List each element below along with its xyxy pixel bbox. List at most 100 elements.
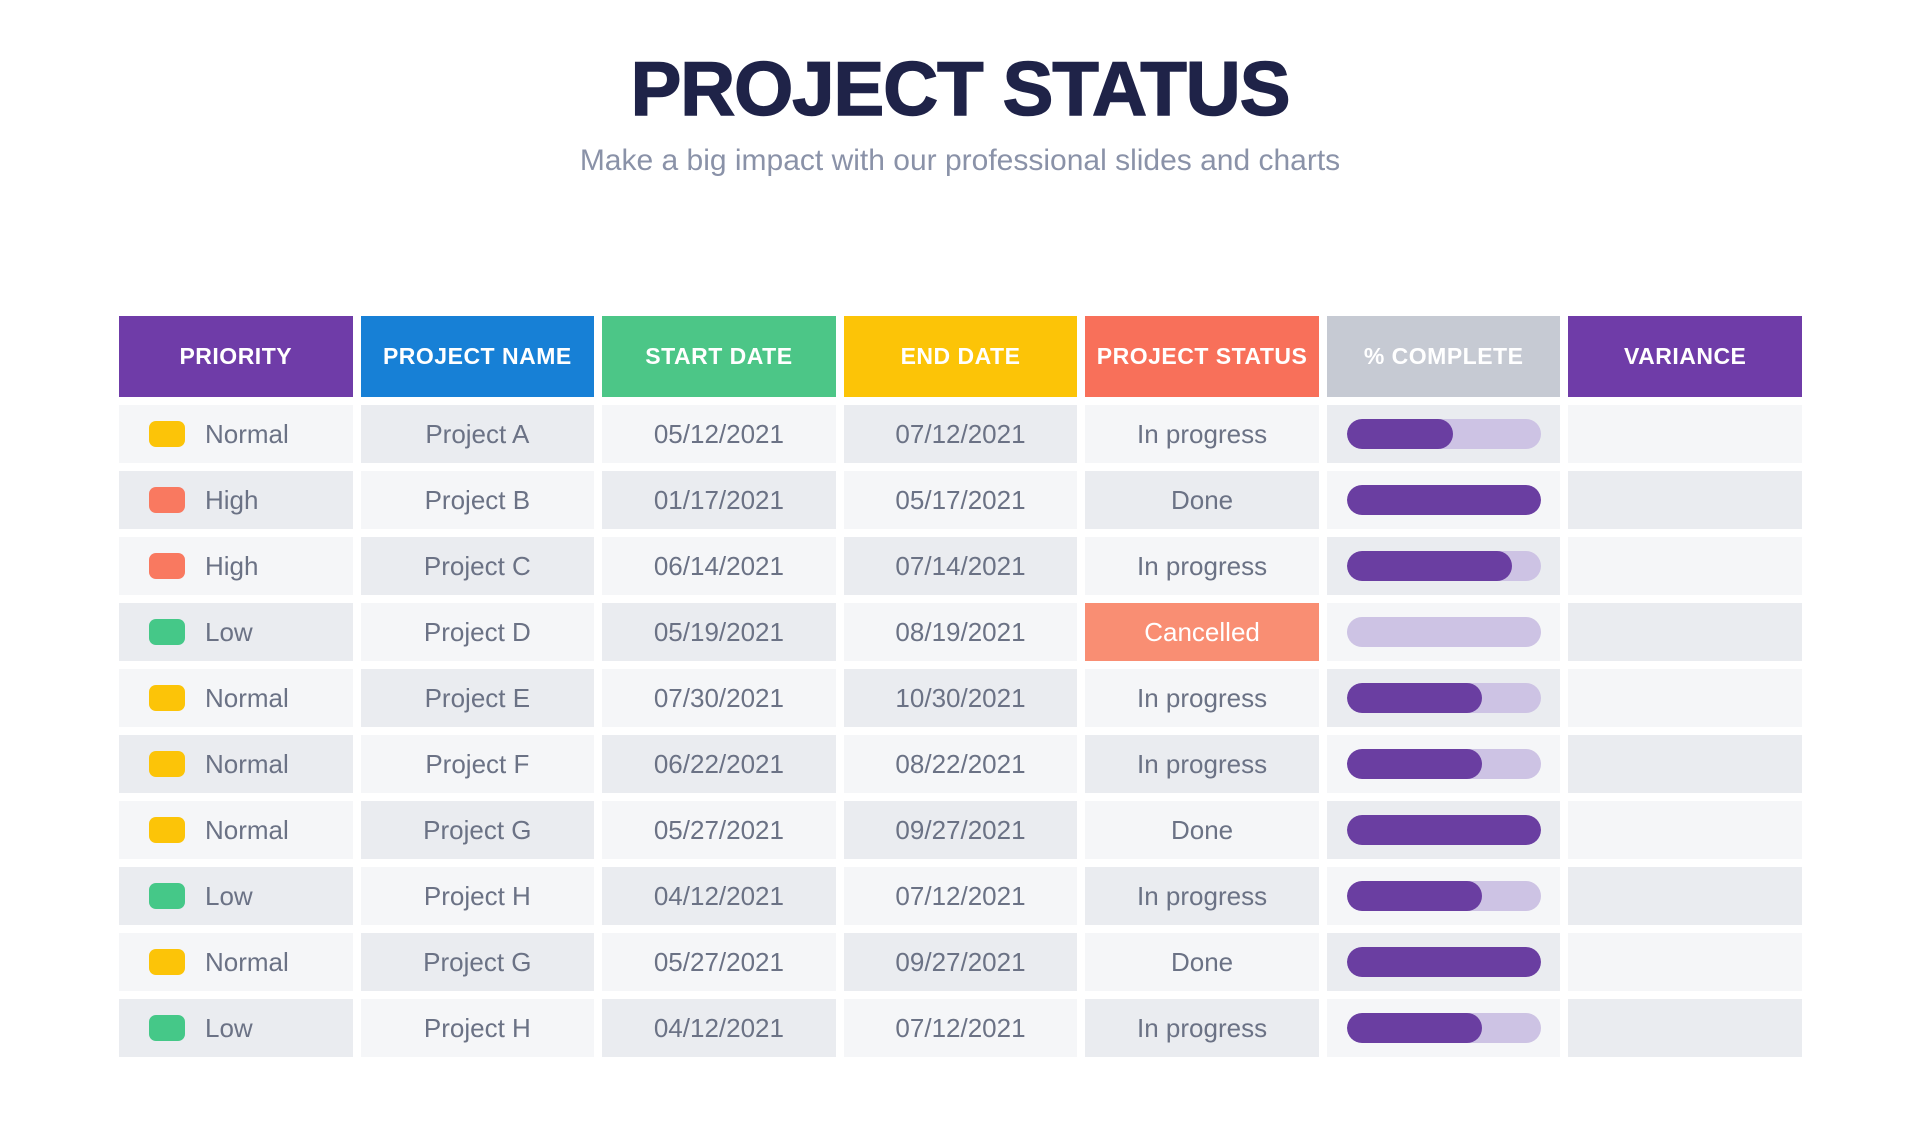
start-date-cell: 05/27/2021 — [602, 933, 836, 991]
project-name-cell: Project F — [360, 735, 595, 793]
status-cell: Done — [1085, 801, 1319, 859]
table-body: Normal Project A 05/12/2021 07/12/2021 In pr… — [119, 405, 1802, 1057]
status-cell: In progress — [1085, 537, 1319, 595]
status-cell: Cancelled — [1085, 603, 1319, 661]
end-date-cell: 07/12/2021 — [843, 405, 1078, 463]
end-date-cell: 08/19/2021 — [843, 603, 1078, 661]
progress-cell — [1326, 471, 1561, 529]
progress-cell — [1326, 669, 1561, 727]
start-date-cell: 05/27/2021 — [602, 801, 836, 859]
priority-badge — [149, 949, 185, 975]
priority-cell: High — [119, 537, 353, 595]
progress-bar-fill — [1346, 1013, 1483, 1043]
priority-badge — [149, 553, 185, 579]
column-header-percent-complete: % COMPLETE — [1326, 316, 1561, 397]
column-header-priority: PRIORITY — [119, 316, 353, 397]
status-cell: Done — [1085, 933, 1319, 991]
variance-cell — [1568, 867, 1802, 925]
priority-label: Normal — [205, 814, 289, 845]
priority-label: Normal — [205, 682, 289, 713]
priority-cell: Low — [119, 603, 353, 661]
table-header-row: PRIORITY PROJECT NAME START DATE END DATE PR… — [119, 316, 1802, 397]
progress-bar-fill — [1346, 551, 1512, 581]
status-cell: In progress — [1085, 669, 1319, 727]
variance-cell — [1568, 537, 1802, 595]
progress-bar-fill — [1346, 749, 1483, 779]
page-title: PROJECT STATUS — [630, 47, 1291, 132]
page-subtitle: Make a big impact with our professional … — [579, 144, 1341, 177]
column-header-project-name: PROJECT NAME — [360, 316, 595, 397]
progress-bar-track — [1346, 1013, 1541, 1043]
priority-label: Low — [205, 880, 253, 911]
start-date-cell: 07/30/2021 — [602, 669, 836, 727]
progress-cell — [1326, 603, 1561, 661]
column-header-end-date: END DATE — [843, 316, 1078, 397]
priority-cell: Low — [119, 867, 353, 925]
project-name-cell: Project C — [360, 537, 595, 595]
project-name-cell: Project A — [360, 405, 595, 463]
priority-label: Normal — [205, 418, 289, 449]
progress-bar-track — [1346, 815, 1541, 845]
variance-cell — [1568, 999, 1802, 1057]
project-name-cell: Project H — [360, 999, 595, 1057]
progress-cell — [1326, 999, 1561, 1057]
priority-badge — [149, 1015, 185, 1041]
start-date-cell: 05/12/2021 — [602, 405, 836, 463]
progress-bar-track — [1346, 617, 1541, 647]
progress-bar-track — [1346, 947, 1541, 977]
progress-cell — [1326, 735, 1561, 793]
priority-cell: Low — [119, 999, 353, 1057]
priority-label: Low — [205, 1012, 253, 1043]
priority-cell: Normal — [119, 669, 353, 727]
priority-badge — [149, 619, 185, 645]
project-name-cell: Project G — [360, 801, 595, 859]
progress-bar-track — [1346, 485, 1541, 515]
priority-cell: Normal — [119, 405, 353, 463]
end-date-cell: 09/27/2021 — [843, 933, 1078, 991]
start-date-cell: 06/22/2021 — [602, 735, 836, 793]
variance-cell — [1568, 933, 1802, 991]
start-date-cell: 06/14/2021 — [602, 537, 836, 595]
progress-bar-track — [1346, 881, 1541, 911]
progress-bar-fill — [1346, 485, 1541, 515]
status-cell: In progress — [1085, 405, 1319, 463]
variance-cell — [1568, 735, 1802, 793]
variance-cell — [1568, 471, 1802, 529]
column-header-start-date: START DATE — [602, 316, 836, 397]
status-cell: In progress — [1085, 735, 1319, 793]
priority-badge — [149, 817, 185, 843]
column-header-project-status: PROJECT STATUS — [1085, 316, 1319, 397]
priority-label: Normal — [205, 946, 289, 977]
progress-cell — [1326, 867, 1561, 925]
slide: PROJECT STATUS Make a big impact with ou… — [0, 47, 1920, 1132]
progress-bar-fill — [1346, 419, 1454, 449]
end-date-cell: 10/30/2021 — [843, 669, 1078, 727]
priority-badge — [149, 487, 185, 513]
variance-cell — [1568, 801, 1802, 859]
column-header-variance: VARIANCE — [1568, 316, 1802, 397]
progress-bar-track — [1346, 551, 1541, 581]
priority-cell: Normal — [119, 933, 353, 991]
priority-badge — [149, 883, 185, 909]
end-date-cell: 07/12/2021 — [843, 999, 1078, 1057]
progress-bar-track — [1346, 419, 1541, 449]
project-name-cell: Project B — [360, 471, 595, 529]
project-name-cell: Project D — [360, 603, 595, 661]
progress-cell — [1326, 405, 1561, 463]
progress-cell — [1326, 801, 1561, 859]
priority-label: High — [205, 550, 259, 581]
progress-bar-track — [1346, 683, 1541, 713]
priority-label: Normal — [205, 748, 289, 779]
progress-cell — [1326, 537, 1561, 595]
priority-badge — [149, 421, 185, 447]
start-date-cell: 01/17/2021 — [602, 471, 836, 529]
start-date-cell: 04/12/2021 — [602, 867, 836, 925]
progress-bar-fill — [1346, 683, 1483, 713]
variance-cell — [1568, 405, 1802, 463]
project-name-cell: Project H — [360, 867, 595, 925]
start-date-cell: 05/19/2021 — [602, 603, 836, 661]
priority-cell: Normal — [119, 735, 353, 793]
progress-bar-fill — [1346, 881, 1483, 911]
progress-bar-fill — [1346, 947, 1541, 977]
progress-cell — [1326, 933, 1561, 991]
